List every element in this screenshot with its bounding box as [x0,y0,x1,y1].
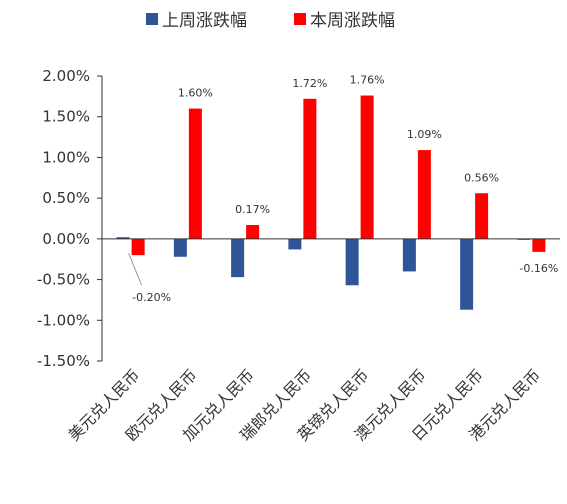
data-label-this-week: 0.17% [235,203,270,216]
data-label-this-week: 1.09% [407,128,442,141]
data-label-this-week: 1.72% [292,77,327,90]
category-labels: 美元兑人民币欧元兑人民币加元兑人民币瑞郎兑人民币英镑兑人民币澳元兑人民币日元兑人… [65,366,544,444]
legend-label-this-week: 本周涨跌幅 [310,11,395,31]
bar-last-week [460,238,474,310]
bar-this-week [131,238,145,256]
data-label-leader [128,252,143,286]
y-tick-label: 0.00% [42,230,90,248]
legend: 上周涨跌幅 本周涨跌幅 [146,11,395,31]
bar-this-week [303,98,317,239]
data-labels: -0.20% 1.60% 0.17% 1.72% 1.76% 1.09% 0.56% -0.1… [128,74,558,304]
y-tick-label: 2.00% [42,67,90,85]
data-label-this-week: 1.76% [350,74,385,87]
bar-last-week [402,238,416,272]
bar-this-week [417,150,431,239]
data-label-this-week: 1.60% [178,87,213,100]
y-tick-label: -1.50% [37,352,90,370]
y-axis-ticks: 2.00% 1.50% 1.00% 0.50% 0.00% -0.50% -1.00% -1.… [37,67,102,370]
bar-last-week [116,237,130,239]
bar-last-week [345,238,359,286]
y-tick-label: -0.50% [37,271,90,289]
bar-this-week [532,238,546,252]
bar-last-week [173,238,187,257]
bars [116,95,546,310]
legend-swatch-last-week [146,13,158,25]
y-tick-label: 1.50% [42,108,90,126]
y-tick-label: 0.50% [42,189,90,207]
axes [101,76,560,361]
y-tick-label: 1.00% [42,148,90,166]
bar-this-week [188,108,202,239]
bar-last-week [288,238,302,250]
bar-this-week [246,225,260,239]
y-tick-label: -1.00% [37,311,90,329]
bar-last-week [231,238,245,278]
legend-label-last-week: 上周涨跌幅 [162,11,247,31]
data-label-this-week: 0.56% [464,171,499,184]
bar-this-week [360,95,374,239]
data-label-this-week: -0.20% [132,291,171,304]
bar-this-week [475,193,489,239]
legend-swatch-this-week [294,13,306,25]
data-label-this-week: -0.16% [519,262,558,275]
